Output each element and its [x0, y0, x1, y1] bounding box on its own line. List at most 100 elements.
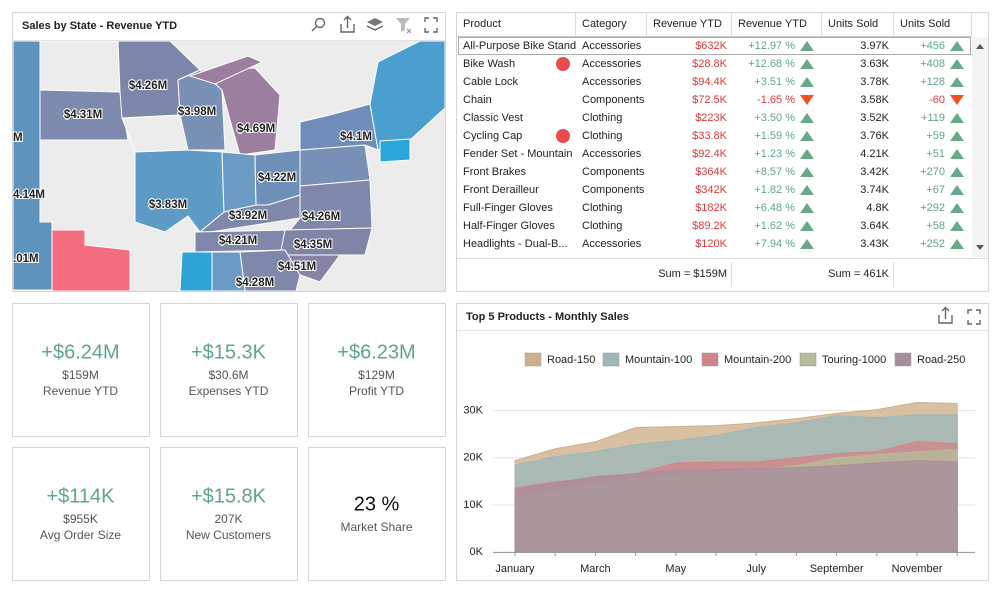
product[interactable]: Fender Set - Mountain: [463, 148, 572, 160]
arrow-up: [950, 113, 964, 123]
legend-label[interactable]: Mountain-100: [625, 354, 692, 366]
chart-title: Top 5 Products - Monthly Sales: [466, 311, 629, 323]
arrow-up: [950, 41, 964, 51]
state[interactable]: [198, 194, 301, 233]
revenue: $72.5K: [692, 94, 728, 106]
column-header[interactable]: Units Sold: [900, 18, 950, 30]
units: 3.64K: [860, 220, 889, 232]
category: Accessories: [582, 58, 642, 70]
kpi-label: Market Share: [340, 520, 412, 534]
state[interactable]: [13, 41, 53, 291]
map-label: M: [13, 132, 23, 144]
kpi-delta: +$114K: [46, 485, 115, 507]
scroll-down[interactable]: [976, 245, 984, 250]
product[interactable]: Cable Lock: [463, 76, 519, 88]
state[interactable]: [179, 251, 213, 291]
revenue-delta: +6.48 %: [754, 202, 795, 214]
state[interactable]: [39, 89, 129, 141]
layers-icon[interactable]: [366, 18, 384, 31]
state[interactable]: [299, 144, 371, 187]
kpi-label: Profit YTD: [349, 384, 404, 398]
revenue: $94.4K: [692, 76, 728, 88]
state[interactable]: [188, 55, 264, 85]
legend-label[interactable]: Road-150: [547, 354, 595, 366]
state[interactable]: [369, 41, 445, 151]
units-delta: +119: [921, 112, 945, 124]
legend-swatch[interactable]: [602, 352, 620, 367]
kpi-value: $159M: [62, 368, 99, 382]
scroll-track: [972, 37, 988, 257]
category: Components: [582, 94, 645, 106]
product[interactable]: Classic Vest: [463, 112, 523, 124]
state[interactable]: [221, 151, 257, 213]
legend-swatch[interactable]: [524, 352, 542, 367]
product[interactable]: Full-Finger Gloves: [463, 202, 553, 214]
map-label: 4.14M: [13, 189, 45, 201]
revenue: $342K: [695, 184, 727, 196]
export-icon[interactable]: [938, 306, 953, 324]
kpi-delta: +$6.24M: [41, 341, 119, 363]
filter-icon[interactable]: [396, 18, 412, 34]
column-header[interactable]: Revenue YTD: [653, 18, 722, 30]
fullscreen-icon[interactable]: [424, 17, 438, 33]
product[interactable]: Headlights - Dual-B...: [463, 238, 568, 250]
column-header[interactable]: Product: [463, 18, 501, 30]
status-dot: [556, 57, 570, 71]
state[interactable]: [198, 67, 281, 156]
legend-label[interactable]: Road-250: [917, 354, 965, 366]
legend-label[interactable]: Mountain-200: [724, 354, 791, 366]
kpi-delta: +$6.23M: [337, 341, 415, 363]
column-header[interactable]: Units Sold: [828, 18, 878, 30]
footer-sum: Sum = $159M: [658, 268, 727, 280]
product[interactable]: Front Brakes: [463, 166, 526, 178]
revenue: $364K: [695, 166, 727, 178]
area-chart: 0K 10K 20K 30K January March May July September N…: [463, 352, 975, 575]
column-header[interactable]: Revenue YTD: [738, 18, 807, 30]
status-dot: [556, 129, 570, 143]
kpi-delta: +$15.8K: [191, 485, 267, 507]
export-icon[interactable]: [340, 15, 355, 33]
units-delta: -60: [929, 94, 945, 106]
units-delta: +67: [926, 184, 945, 196]
y-tick-label: 30K: [463, 404, 483, 416]
legend-label[interactable]: Touring-1000: [822, 354, 886, 366]
scroll-up[interactable]: [976, 44, 984, 49]
map-label: $4.22M: [258, 172, 296, 184]
arrow-up: [800, 203, 814, 213]
revenue-delta: +12.68 %: [748, 58, 795, 70]
state[interactable]: [279, 227, 373, 256]
fullscreen-icon[interactable]: [967, 309, 981, 325]
state[interactable]: [51, 229, 131, 291]
category: Components: [582, 166, 645, 178]
units: 3.97K: [860, 40, 889, 52]
legend-swatch[interactable]: [701, 352, 719, 367]
product[interactable]: Front Derailleur: [463, 184, 539, 196]
product[interactable]: All-Purpose Bike Stand: [463, 40, 576, 52]
state[interactable]: [379, 138, 411, 163]
search-icon[interactable]: [311, 17, 326, 32]
arrow-up: [950, 59, 964, 69]
scrollbar[interactable]: [972, 37, 988, 257]
state[interactable]: [134, 149, 225, 233]
map-label: $4.21M: [219, 235, 257, 247]
area: [514, 460, 958, 553]
product[interactable]: Cycling Cap: [463, 130, 522, 142]
x-tick-label: March: [580, 563, 611, 575]
revenue-delta: +1.82 %: [754, 184, 795, 196]
legend-swatch[interactable]: [799, 352, 817, 367]
product[interactable]: Chain: [463, 94, 492, 106]
column-header[interactable]: Category: [582, 18, 627, 30]
product[interactable]: Bike Wash: [463, 58, 515, 70]
x-tick-label: September: [810, 563, 864, 575]
arrow-up: [950, 149, 964, 159]
category: Components: [582, 184, 645, 196]
product[interactable]: Half-Finger Gloves: [463, 220, 555, 232]
units-delta: +270: [920, 166, 945, 178]
revenue-delta: +3.51 %: [754, 76, 795, 88]
revenue-delta: +12.97 %: [748, 40, 795, 52]
units: 3.74K: [860, 184, 889, 196]
revenue: $632K: [695, 40, 727, 52]
state[interactable]: [39, 41, 121, 93]
legend-swatch[interactable]: [894, 352, 912, 367]
